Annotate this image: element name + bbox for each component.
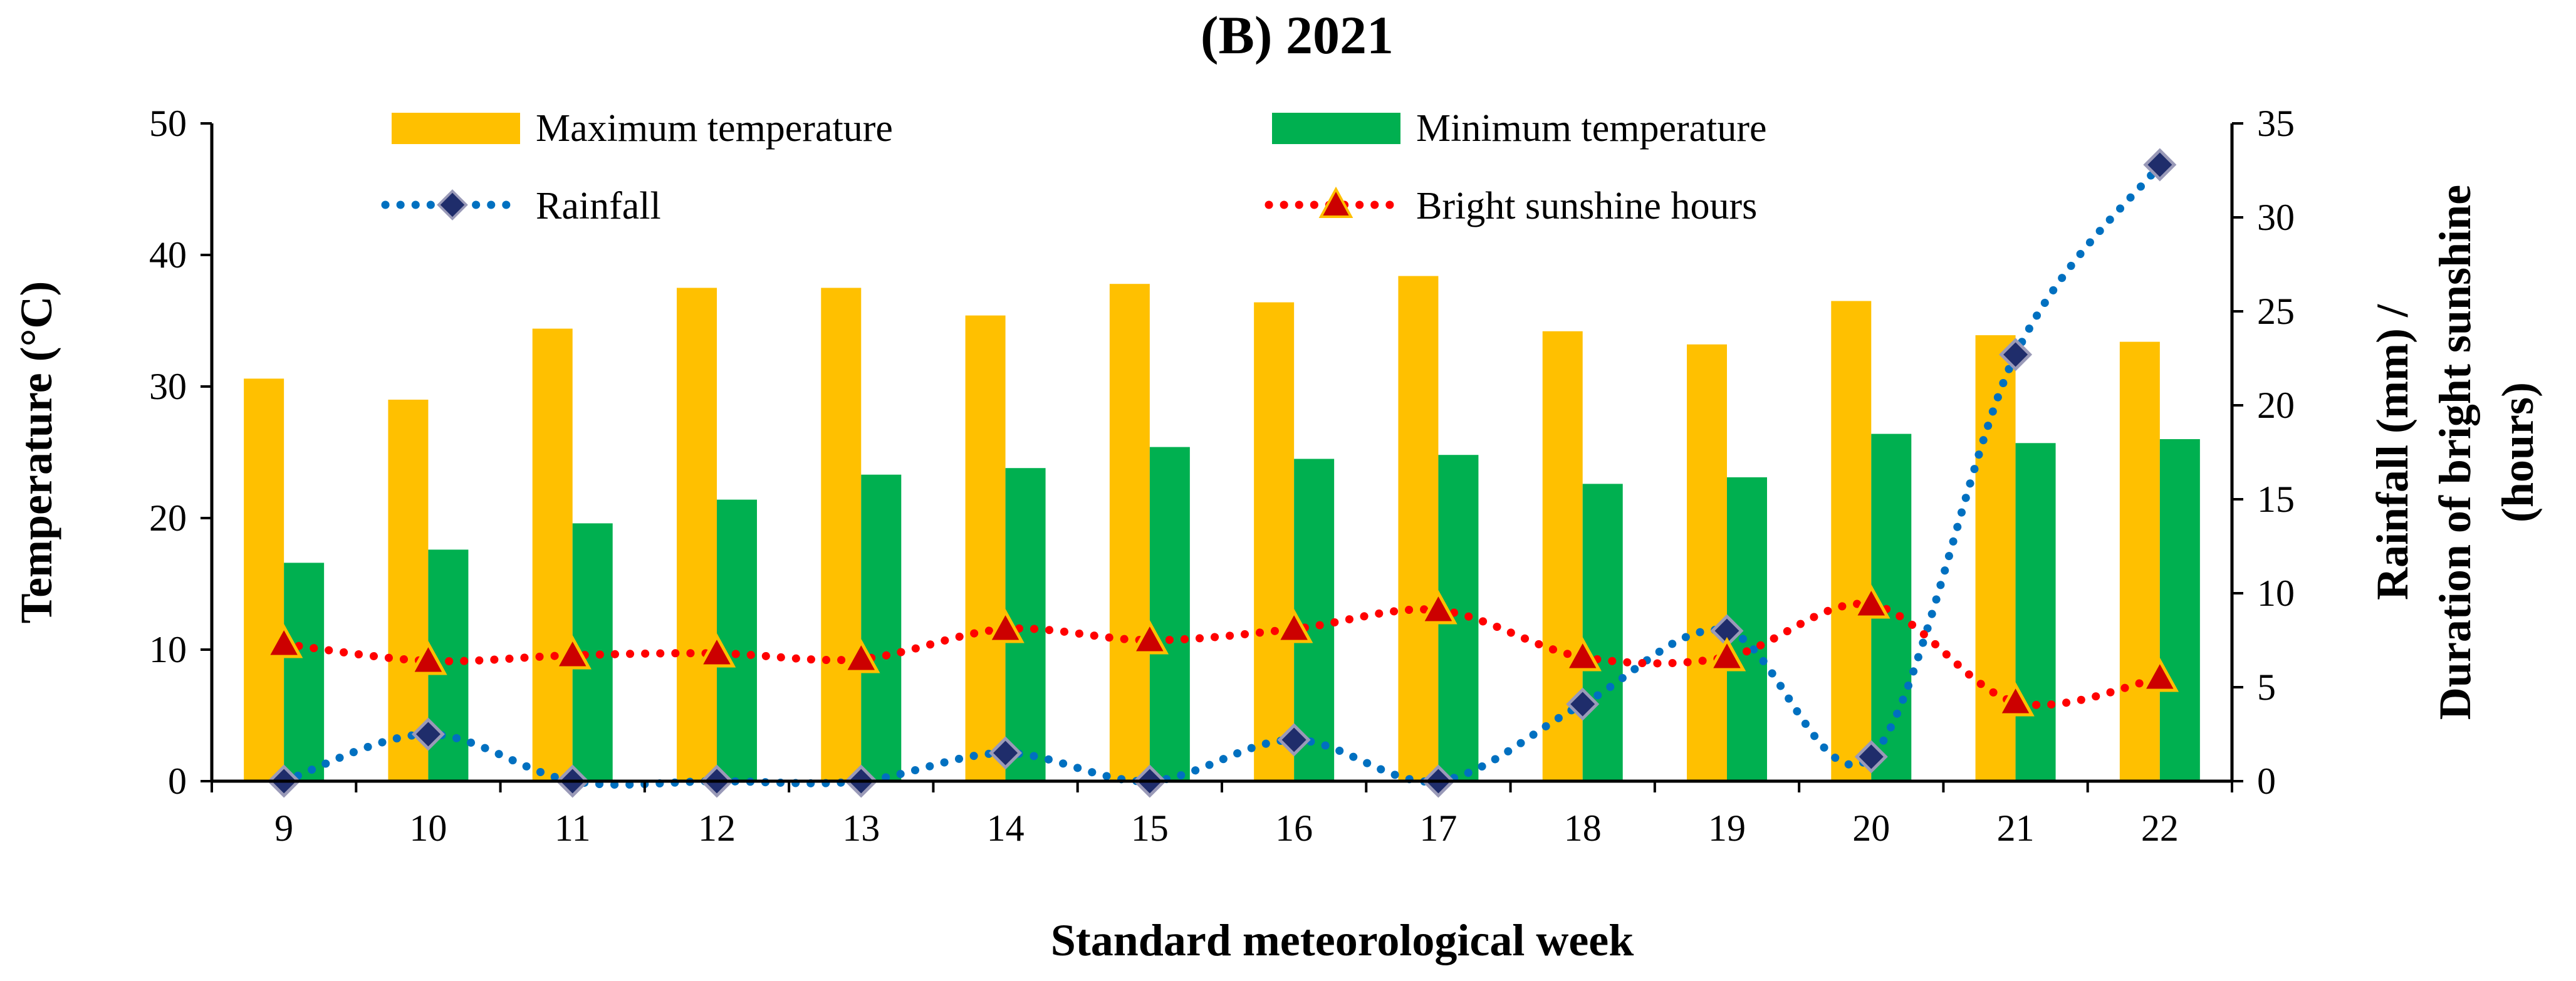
x-tick-label: 16 <box>1275 807 1313 849</box>
bar-maximum-temperature <box>1109 284 1150 781</box>
line-rainfall <box>279 160 2164 789</box>
x-tick-label: 20 <box>1852 807 1890 849</box>
right-tick-label: 35 <box>2257 103 2295 144</box>
marker-bright-sunshine-hours <box>1563 636 1602 672</box>
bar-maximum-temperature <box>388 400 429 781</box>
x-tick-label: 15 <box>1131 807 1169 849</box>
right-tick-label: 15 <box>2257 479 2295 520</box>
marker-bright-sunshine-hours <box>553 635 592 670</box>
bar-minimum-temperature <box>1149 447 1190 781</box>
left-tick-label: 40 <box>149 234 187 276</box>
marker-bright-sunshine-hours <box>264 623 303 658</box>
x-tick-label: 14 <box>987 807 1025 849</box>
left-tick-label: 20 <box>149 497 187 539</box>
marker-bright-sunshine-hours <box>986 608 1025 643</box>
right-tick-label: 10 <box>2257 573 2295 614</box>
chart-title: (B) 2021 <box>1201 5 1394 65</box>
right-axis-title-line2: Duration of bright sunshine <box>2430 185 2480 720</box>
legend: Maximum temperature Minimum temperature … <box>381 107 1767 227</box>
marker-bright-sunshine-hours <box>1130 620 1169 655</box>
bar-maximum-temperature <box>821 288 862 781</box>
legend-marker-sunshine <box>1318 186 1353 218</box>
bar-maximum-temperature <box>1254 302 1295 782</box>
x-tick-label: 12 <box>698 807 736 849</box>
bar-maximum-temperature <box>1398 276 1439 782</box>
bar-maximum-temperature <box>677 288 717 781</box>
left-tick-label: 0 <box>168 760 187 802</box>
marker-rainfall <box>2143 148 2177 182</box>
x-tick-label: 18 <box>1564 807 1602 849</box>
bar-minimum-temperature <box>284 563 325 781</box>
legend-swatch-max-temp <box>392 113 520 144</box>
x-tick-label: 10 <box>409 807 447 849</box>
x-tick-label: 13 <box>842 807 880 849</box>
marker-rainfall <box>411 717 445 751</box>
marker-bright-sunshine-hours <box>1419 589 1457 625</box>
marker-rainfall <box>1999 338 2033 371</box>
right-tick-label: 20 <box>2257 385 2295 426</box>
x-tick-label: 19 <box>1708 807 1746 849</box>
legend-marker-rainfall <box>437 189 468 221</box>
bar-minimum-temperature <box>1294 459 1335 781</box>
left-tick-label: 10 <box>149 629 187 670</box>
left-axis-ticks: 0 10 20 30 40 50 <box>149 103 212 802</box>
right-tick-label: 25 <box>2257 291 2295 332</box>
legend-label-sunshine: Bright sunshine hours <box>1416 185 1757 227</box>
marker-bright-sunshine-hours <box>1852 584 1890 619</box>
bar-maximum-temperature <box>965 315 1006 782</box>
right-axis-title-line3: (hours) <box>2493 382 2543 522</box>
left-tick-label: 30 <box>149 366 187 407</box>
right-tick-label: 5 <box>2257 667 2276 708</box>
marker-rainfall <box>1566 687 1600 721</box>
bar-minimum-temperature <box>861 474 902 781</box>
x-tick-label: 9 <box>274 807 293 849</box>
legend-label-min-temp: Minimum temperature <box>1416 107 1767 150</box>
marker-bright-sunshine-hours <box>1996 682 2035 717</box>
x-tick-label: 22 <box>2141 807 2179 849</box>
marker-bright-sunshine-hours <box>697 633 736 668</box>
marker-bright-sunshine-hours <box>1275 608 1313 643</box>
marker-bright-sunshine-hours <box>1708 636 1746 672</box>
marker-bright-sunshine-hours <box>2141 657 2179 692</box>
legend-swatch-min-temp <box>1272 113 1400 144</box>
bar-maximum-temperature <box>1831 301 1872 781</box>
right-axis-title-line1: Rainfall (mm) / <box>2367 304 2417 600</box>
bar-minimum-temperature <box>2015 443 2056 781</box>
bar-maximum-temperature <box>2119 341 2160 781</box>
marker-bright-sunshine-hours <box>842 638 880 673</box>
x-axis-ticks: 9 10 11 12 13 14 15 16 17 18 19 20 21 22 <box>211 781 2233 849</box>
right-axis-ticks: 0 5 10 15 20 25 30 35 <box>2232 103 2295 802</box>
bar-maximum-temperature <box>1687 344 1727 781</box>
bar-maximum-temperature <box>244 378 284 781</box>
x-tick-label: 21 <box>1997 807 2035 849</box>
legend-label-rainfall: Rainfall <box>536 185 661 227</box>
bar-minimum-temperature <box>2159 439 2200 781</box>
marker-rainfall <box>989 736 1023 770</box>
bar-minimum-temperature <box>1582 484 1623 781</box>
left-tick-label: 50 <box>149 103 187 144</box>
marker-bright-sunshine-hours <box>409 640 447 675</box>
marker-rainfall <box>1854 740 1888 774</box>
bar-series <box>244 276 2200 782</box>
legend-label-max-temp: Maximum temperature <box>536 107 893 150</box>
right-tick-label: 30 <box>2257 197 2295 238</box>
bar-minimum-temperature <box>717 499 757 781</box>
x-axis-title: Standard meteorological week <box>1051 915 1634 965</box>
right-tick-label: 0 <box>2257 760 2276 802</box>
bar-maximum-temperature <box>532 328 573 781</box>
x-tick-label: 17 <box>1419 807 1457 849</box>
left-axis-title: Temperature (°C) <box>11 281 61 624</box>
x-tick-label: 11 <box>555 807 591 849</box>
marker-rainfall <box>1277 723 1311 757</box>
